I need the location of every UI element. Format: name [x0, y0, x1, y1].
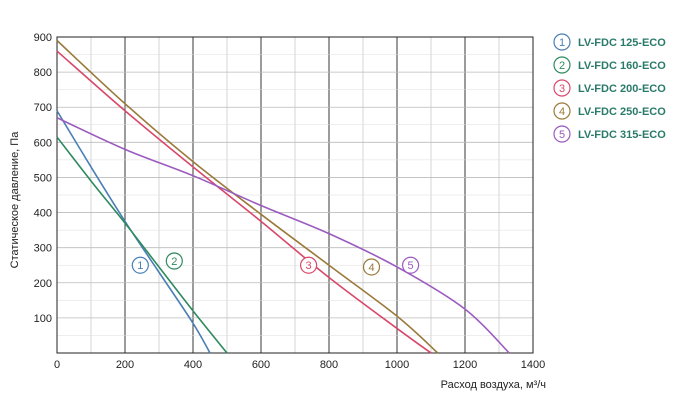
series-marker-label: 4	[368, 262, 374, 274]
y-tick-label: 700	[34, 102, 52, 114]
legend-label: LV-FDC 160-ECO	[578, 60, 666, 72]
series-marker-circle	[300, 256, 318, 274]
series-marker-circle	[362, 258, 381, 276]
legend-item-1: 1 LV-FDC 125-ECO	[553, 33, 666, 51]
legend-item-5: 5 LV-FDC 315-ECO	[553, 125, 666, 143]
y-tick-label: 200	[34, 278, 52, 290]
series-marker-circle	[131, 256, 149, 274]
x-tick-label: 600	[252, 359, 270, 371]
x-axis-title: Расход воздуха, м³/ч	[441, 379, 546, 391]
series-marker-circle	[402, 256, 420, 274]
legend-marker-number: 3	[559, 83, 565, 95]
y-tick-label: 500	[34, 172, 52, 184]
series-marker-label: 1	[137, 260, 143, 272]
y-tick-label: 900	[34, 32, 52, 44]
legend-label: LV-FDC 315-ECO	[578, 129, 666, 141]
y-tick-label: 400	[34, 208, 52, 220]
series-marker-label: 2	[171, 256, 177, 268]
legend-marker-circle	[553, 79, 571, 97]
series-marker-2: 2	[165, 252, 183, 270]
legend-marker-circle	[553, 56, 571, 74]
x-tick-label: 200	[116, 359, 134, 371]
tick-labels: 0 200 400 600 800 1000 1200 1400 100 200 300 400 500…	[34, 32, 546, 371]
y-axis-title: Статическое давление, Па	[9, 131, 21, 269]
legend-marker-number: 1	[559, 37, 565, 49]
series-marker-1: 1	[131, 256, 149, 274]
series-line-5	[56, 117, 510, 354]
x-tick-label: 0	[54, 359, 60, 371]
series-marker-4: 4	[362, 258, 381, 276]
series-curves	[56, 39, 510, 354]
series-marker-label: 3	[306, 260, 312, 272]
series-marker-5: 5	[402, 256, 420, 274]
legend-marker-number: 5	[559, 129, 565, 141]
x-tick-label: 1000	[385, 359, 409, 371]
x-tick-label: 400	[184, 359, 202, 371]
series-line-2	[56, 136, 228, 354]
x-tick-label: 1200	[453, 359, 477, 371]
series-line-1	[56, 110, 211, 354]
legend-marker-number: 2	[559, 60, 565, 72]
y-tick-label: 800	[34, 67, 52, 79]
legend-marker-circle	[553, 125, 571, 143]
legend-marker-number: 4	[559, 106, 565, 118]
legend-label: LV-FDC 250-ECO	[578, 106, 666, 118]
y-tick-label: 100	[34, 313, 52, 325]
series-line-4	[56, 39, 439, 354]
y-tick-label: 600	[34, 137, 52, 149]
legend-item-4: 4 LV-FDC 250-ECO	[553, 102, 666, 120]
x-tick-label: 800	[320, 359, 338, 371]
legend-label: LV-FDC 200-ECO	[578, 83, 666, 95]
legend-item-3: 3 LV-FDC 200-ECO	[553, 79, 666, 97]
legend-item-2: 2 LV-FDC 160-ECO	[553, 56, 666, 74]
legend-marker-circle	[553, 102, 571, 120]
plot-frame	[56, 36, 534, 354]
series-marker-circle	[165, 252, 183, 270]
x-tick-label: 1400	[521, 359, 545, 371]
legend: 1 LV-FDC 125-ECO 2 LV-FDC 160-ECO 3 LV-FDC 20…	[553, 33, 666, 143]
y-tick-label: 300	[34, 243, 52, 255]
series-markers: 1 2 3 4 5	[131, 252, 420, 276]
grid	[57, 37, 533, 353]
series-marker-label: 5	[408, 260, 414, 272]
axes	[56, 36, 534, 354]
legend-marker-circle	[553, 33, 571, 51]
series-line-3	[56, 50, 432, 354]
series-marker-3: 3	[300, 256, 318, 274]
legend-label: LV-FDC 125-ECO	[578, 37, 666, 49]
